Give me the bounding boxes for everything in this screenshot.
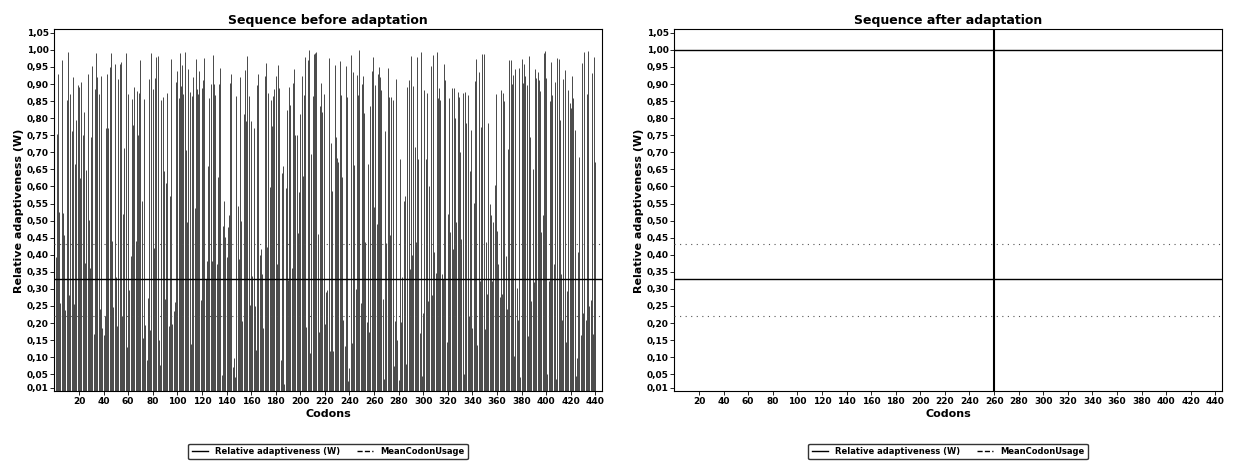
Title: Sequence after adaptation: Sequence after adaptation [854,14,1042,27]
Title: Sequence before adaptation: Sequence before adaptation [228,14,428,27]
X-axis label: Codons: Codons [305,409,351,419]
Legend: Relative adaptiveness (W), MeanCodonUsage: Relative adaptiveness (W), MeanCodonUsag… [808,444,1087,459]
Y-axis label: Relative adaptiveness (W): Relative adaptiveness (W) [634,128,644,292]
Y-axis label: Relative adaptiveness (W): Relative adaptiveness (W) [14,128,24,292]
Legend: Relative adaptiveness (W), MeanCodonUsage: Relative adaptiveness (W), MeanCodonUsag… [188,444,467,459]
X-axis label: Codons: Codons [925,409,971,419]
